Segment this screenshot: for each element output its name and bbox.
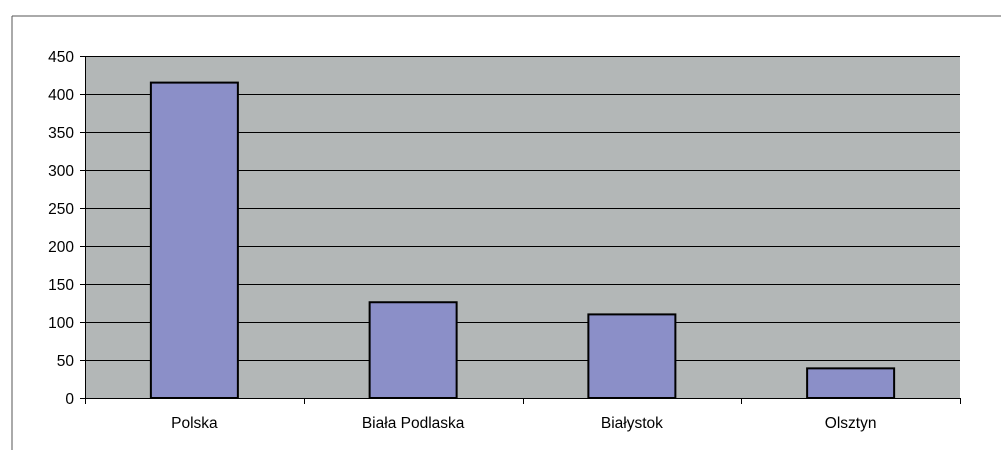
y-tick-label: 450 [48, 49, 74, 66]
y-tick-labels: 0 50 100 150 200 250 300 350 400 450 [48, 49, 74, 408]
bar-olsztyn [806, 367, 896, 399]
axes [80, 56, 961, 404]
x-tick-label: Olsztyn [825, 415, 877, 432]
x-tick-label: Polska [171, 415, 218, 432]
y-tick-label: 350 [48, 125, 74, 142]
x-tick-label: Białystok [601, 415, 663, 432]
bar-polska [149, 81, 239, 399]
bars [149, 81, 896, 399]
x-tick-labels: Polska Biała Podlaska Białystok Olsztyn [171, 415, 876, 432]
x-tick-label: Biała Podlaska [362, 415, 465, 432]
bar-biała-podlaska [368, 301, 458, 399]
bar-białystok [587, 313, 677, 399]
y-tick-label: 200 [48, 239, 74, 256]
y-tick-label: 50 [57, 353, 75, 370]
y-tick-label: 100 [48, 315, 74, 332]
y-tick-label: 150 [48, 277, 74, 294]
y-tick-label: 400 [48, 87, 74, 104]
y-tick-label: 0 [65, 391, 74, 408]
y-tick-label: 250 [48, 201, 74, 218]
y-tick-label: 300 [48, 163, 74, 180]
